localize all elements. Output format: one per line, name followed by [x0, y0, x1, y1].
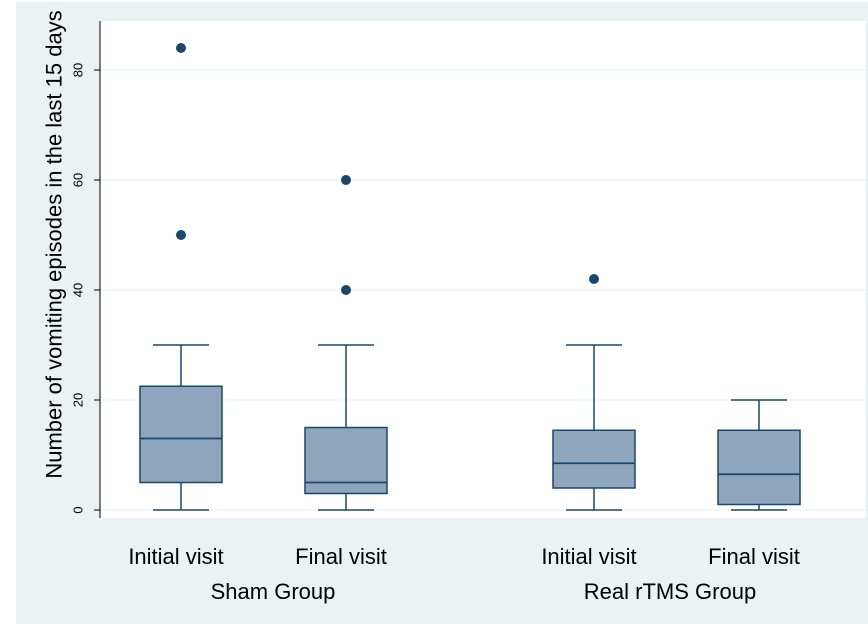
- group-label: Sham Group: [211, 579, 336, 604]
- iqr-box: [139, 385, 223, 484]
- axes: 0 20 40 60 80: [71, 21, 101, 518]
- y-tick-label: 60: [71, 173, 86, 187]
- y-axis-title: Number of vomiting episodes in the last …: [42, 10, 67, 478]
- box-label: Final visit: [708, 544, 800, 569]
- box-2: [304, 175, 388, 511]
- boxes: [139, 43, 801, 511]
- y-tick-label: 40: [71, 283, 86, 297]
- outlier-point: [176, 230, 186, 240]
- outlier-point: [176, 43, 186, 53]
- box-label: Initial visit: [541, 544, 636, 569]
- box-4: [717, 399, 801, 511]
- box-label: Initial visit: [128, 544, 223, 569]
- y-tick-label: 20: [71, 393, 86, 407]
- outlier-point: [589, 274, 599, 284]
- iqr-box: [304, 426, 388, 495]
- group-label: Real rTMS Group: [584, 579, 756, 604]
- box-1: [139, 43, 223, 511]
- iqr-box: [717, 429, 801, 506]
- iqr-box: [552, 429, 636, 489]
- outlier-point: [341, 175, 351, 185]
- y-tick-label: 80: [71, 63, 86, 77]
- y-tick-label: 0: [71, 506, 86, 513]
- box-label: Final visit: [295, 544, 387, 569]
- labels: Number of vomiting episodes in the last …: [42, 10, 800, 604]
- outlier-point: [341, 285, 351, 295]
- box-3: [552, 274, 636, 511]
